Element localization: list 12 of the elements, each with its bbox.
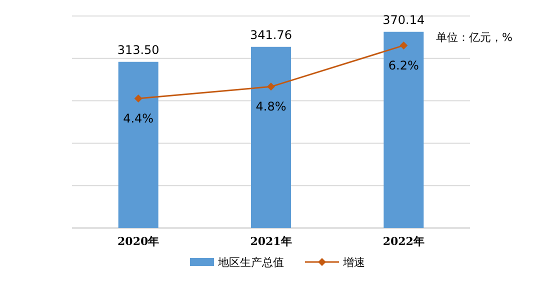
data-label: 6.2%: [388, 58, 419, 72]
legend-label: 增速: [342, 256, 365, 269]
data-label: 4.4%: [123, 111, 154, 126]
data-label: 370.14: [382, 12, 425, 27]
data-label: 341.76: [250, 28, 292, 42]
x-tick-label: 2020年: [118, 235, 160, 248]
legend-label: 地区生产总值: [217, 256, 284, 269]
x-tick-label: 2022年: [382, 235, 424, 248]
annotation: 单位：亿元，%: [436, 31, 512, 44]
x-tick-label: 2021年: [250, 235, 292, 248]
data-label: 4.8%: [256, 100, 286, 114]
data-label: 313.50: [117, 42, 160, 57]
